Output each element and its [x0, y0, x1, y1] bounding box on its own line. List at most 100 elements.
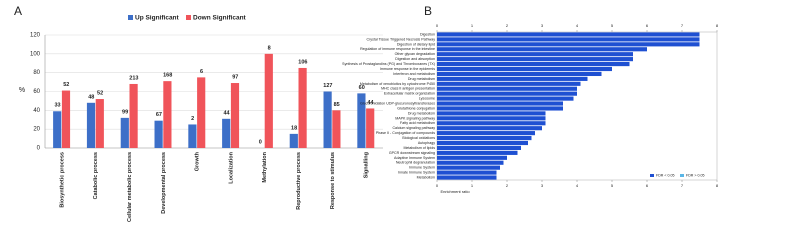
bar	[437, 140, 528, 146]
x-tick-label: 2	[506, 183, 509, 188]
bar	[437, 66, 612, 72]
bar	[437, 175, 497, 180]
legend-swatch	[128, 15, 133, 20]
x-tick-label-top: 4	[576, 23, 579, 28]
bar	[437, 116, 546, 121]
x-tick-label-top: 7	[681, 23, 684, 28]
y-tick-label: Digestion and absorption	[395, 57, 435, 61]
x-tick-label: Cellular metabolic process	[127, 152, 133, 222]
x-tick-label: 4	[576, 183, 579, 188]
bar	[437, 165, 500, 170]
x-tick-label: Growth	[195, 151, 201, 171]
y-tick-label: GPCR downstream signaling	[389, 151, 435, 155]
y-tick-label: 40	[33, 108, 40, 114]
x-tick-label: 6	[646, 183, 649, 188]
y-tick-label: Metabolism of lipids	[403, 146, 435, 150]
y-tick-label: Digestion	[420, 32, 435, 36]
y-tick-label: Autophagy	[418, 141, 435, 145]
value-label: 2	[191, 116, 194, 122]
bar	[357, 93, 366, 148]
value-label: 8	[268, 45, 271, 51]
y-tick-label: Phase II - Conjugation of compounds	[376, 131, 435, 135]
bar	[437, 111, 546, 116]
value-label: 168	[163, 73, 172, 79]
bar	[437, 86, 577, 91]
bar	[289, 133, 298, 148]
y-tick-label: Biological oxidations	[402, 136, 435, 140]
y-tick-label: 120	[30, 33, 41, 39]
value-label: 33	[54, 103, 60, 109]
bar	[163, 81, 172, 148]
bar	[120, 117, 129, 148]
bar	[366, 108, 375, 148]
bar	[53, 111, 62, 148]
value-label: 44	[367, 100, 374, 106]
y-tick-label: Crystal Tissue Triggered Necrosis Pathwa…	[366, 37, 435, 41]
y-tick-label: 20	[33, 127, 40, 133]
value-label: 52	[97, 90, 103, 96]
bar	[188, 124, 197, 148]
y-tick-label: Calcium signaling pathway	[392, 126, 435, 130]
x-tick-label-top: 2	[506, 23, 509, 28]
bar	[437, 71, 602, 77]
x-tick-label: 7	[681, 183, 684, 188]
x-tick-label: Biosynthetic process	[59, 152, 65, 208]
y-tick-label: Lysosome	[419, 97, 435, 101]
y-tick-label: MHC class II antigen presentation	[381, 87, 435, 91]
bar	[437, 155, 507, 160]
y-tick-label: Neutrophil degranulation	[396, 161, 435, 165]
bar	[264, 53, 273, 149]
bar	[437, 81, 581, 86]
panel-label: A	[14, 4, 22, 18]
value-label: 44	[223, 110, 230, 116]
bar	[437, 32, 700, 37]
y-tick-label: Interferon and metabolism	[393, 72, 435, 76]
x-tick-label: Catabolic process	[93, 152, 99, 199]
x-tick-label: 3	[541, 183, 544, 188]
x-tick-label: Reproductive process	[296, 152, 302, 210]
legend-swatch	[650, 174, 654, 177]
legend-label: Down Significant	[193, 15, 247, 22]
value-label: 18	[291, 125, 297, 131]
value-label: 60	[359, 85, 365, 91]
x-tick-label: Methylation	[262, 151, 268, 182]
bar	[437, 170, 497, 175]
y-tick-label: Other glycan degradation	[395, 52, 435, 56]
y-tick-label: Regulation of immune response in the int…	[360, 47, 435, 51]
bar	[61, 90, 71, 148]
x-tick-label: 1	[471, 183, 474, 188]
bar	[437, 91, 577, 96]
bar	[437, 76, 588, 81]
bar	[437, 47, 647, 52]
y-tick-label: Immune response in the epidermis	[380, 67, 435, 71]
bar	[437, 131, 535, 136]
x-tick-label: Developmental process	[161, 152, 167, 214]
bar	[154, 120, 163, 148]
x-tick-label: 8	[716, 183, 719, 188]
x-tick-label-top: 6	[646, 23, 649, 28]
legend-label: FDR < 0.05	[656, 173, 674, 177]
value-label: 67	[156, 112, 162, 118]
y-tick-label: Extracellular matrix organization	[384, 92, 435, 96]
bar	[437, 135, 532, 141]
y-tick-label: 80	[33, 70, 40, 76]
value-label: 99	[122, 109, 128, 115]
value-label: 97	[232, 74, 238, 80]
y-tick-label: 0	[37, 146, 41, 152]
value-label: 52	[63, 82, 69, 88]
legend-swatch	[186, 15, 191, 20]
x-tick-label: 5	[611, 183, 614, 188]
bar	[437, 57, 633, 62]
bar	[86, 102, 96, 148]
x-tick-label: 0	[436, 183, 439, 188]
x-tick-label-top: 8	[716, 23, 719, 28]
y-tick-label: Drug metabolism	[408, 111, 435, 115]
bar	[230, 83, 240, 148]
bar	[298, 67, 307, 148]
y-tick-label: 100	[30, 51, 41, 57]
legend-swatch	[680, 174, 684, 177]
y-tick-label: Adaptive Immune System	[394, 156, 435, 160]
y-tick-label: Synthesis of Prostaglandins (PG) and Thr…	[342, 62, 435, 66]
bar	[437, 61, 630, 67]
